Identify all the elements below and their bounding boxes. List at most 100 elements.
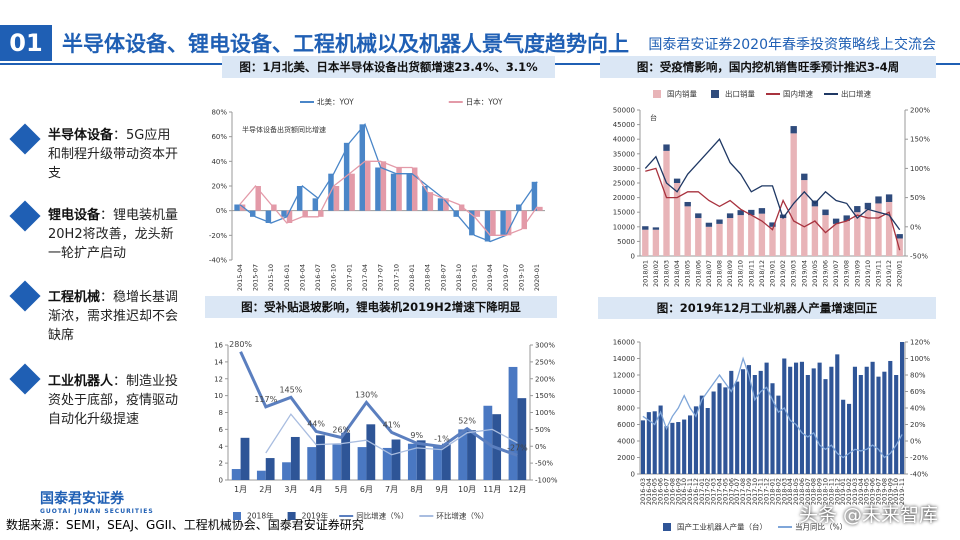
y2-tick-label: 0% (910, 438, 921, 446)
chart-title-box (600, 56, 936, 78)
x-tick-label: 2019/08 (843, 260, 851, 287)
y2-tick-label: 200% (910, 107, 930, 115)
chart-title: 图：受疫情影响，国内挖机销售旺季预计推迟3-4周 (637, 60, 899, 74)
bar (531, 181, 538, 211)
bar (888, 360, 893, 474)
bar (817, 362, 822, 474)
bar (359, 124, 366, 211)
x-tick-label: 4月 (310, 485, 323, 494)
x-tick-label: 2018/02 (652, 260, 660, 287)
x-tick-label: 2018-12 (833, 478, 841, 505)
bar (433, 445, 442, 480)
bar (365, 161, 371, 211)
x-tick-label: 2015-10 (267, 264, 275, 291)
x-tick-label: 2019-01 (471, 264, 479, 291)
legend-label: 北美：YOY (317, 97, 354, 107)
data-label: -27% (507, 443, 528, 452)
bar (682, 419, 687, 474)
x-tick-label: 2019-10 (892, 478, 900, 505)
x-tick-label: 2018-11 (827, 478, 835, 505)
x-tick-label: 2019/09 (853, 260, 861, 287)
y2-tick-label: 100% (535, 409, 555, 417)
legend-label: 当月同比（%） (795, 522, 847, 532)
x-tick-label: 5月 (335, 485, 348, 494)
bar (858, 375, 863, 474)
y-tick-label: 25000 (613, 180, 635, 188)
bar (758, 213, 766, 256)
bar (231, 469, 241, 480)
x-tick-label: 2017-09 (745, 478, 753, 505)
bar (307, 447, 317, 480)
bar (876, 376, 881, 474)
bar (349, 173, 355, 211)
legend-label: 出口销量 (725, 89, 755, 99)
x-tick-label: 2018/04 (673, 260, 681, 287)
y-tick-label: 0 (631, 253, 635, 261)
bar (717, 383, 722, 474)
line (239, 160, 538, 236)
x-tick-label: 2018-10 (455, 264, 463, 291)
bullet: 半导体设备：5G应用和制程升级带动资本开支 (48, 126, 183, 183)
x-tick-label: 2018-01 (769, 478, 777, 505)
y-tick-label: 10 (214, 392, 223, 400)
bar (758, 208, 766, 214)
x-tick-label: 2016-09 (674, 478, 682, 505)
bar (249, 210, 256, 217)
y-tick-label: 16 (214, 342, 223, 350)
x-tick-label: 2018-05 (792, 478, 800, 505)
bar (864, 209, 872, 256)
bar (695, 218, 702, 256)
bar (758, 370, 763, 474)
y-tick-label: 35000 (613, 150, 635, 158)
x-tick-label: 2018/10 (737, 260, 745, 287)
data-label: 44% (307, 419, 325, 428)
bullet-head: 工程机械 (48, 290, 101, 305)
x-tick-label: 2019-11 (898, 478, 906, 505)
x-tick-label: 6月 (360, 485, 373, 494)
bar (801, 180, 808, 256)
bar (333, 186, 340, 211)
bar (508, 366, 518, 480)
bar (441, 443, 451, 480)
x-tick-label: 2016-10 (680, 478, 688, 505)
bar (312, 198, 319, 211)
x-tick-label: 2018-09 (816, 478, 824, 505)
annotation: 台 (650, 113, 657, 122)
x-tick-label: 2019-06 (869, 478, 877, 505)
y-tick-label: 0 (219, 477, 223, 485)
bar (265, 458, 275, 480)
y2-tick-label: 250% (535, 358, 555, 366)
x-tick-label: 2016-06 (657, 478, 665, 505)
bar (234, 204, 240, 211)
x-tick-label: 2019-02 (845, 478, 853, 505)
bar (239, 204, 246, 211)
x-tick-label: 2017-04 (361, 264, 369, 291)
x-tick-label: 2019-10 (518, 264, 526, 291)
y-tick-label: 14 (214, 358, 223, 366)
x-tick-label: 2019/11 (875, 260, 883, 287)
legend-swatch (653, 90, 661, 98)
bar (896, 234, 903, 239)
bar (885, 201, 893, 256)
bar (341, 432, 351, 480)
bar (642, 226, 649, 230)
y-tick-label: -40% (209, 257, 227, 265)
y-tick-label: 10000 (613, 223, 635, 231)
bar (255, 186, 261, 211)
bar (852, 366, 858, 474)
bar (517, 398, 527, 480)
bar (652, 411, 657, 474)
bar (687, 415, 693, 474)
legend-label: 2018年 (247, 511, 274, 521)
x-tick-label: 7月 (385, 485, 398, 494)
bar (240, 437, 250, 480)
x-tick-label: 2019/04 (800, 260, 808, 287)
bar (885, 194, 893, 202)
bar (864, 202, 872, 210)
y2-tick-label: 100% (910, 355, 930, 363)
bar (776, 395, 781, 474)
bullet: 工业机器人：制造业投资处于底部，疫情驱动自动化升级提速 (48, 372, 183, 429)
logo-name: 国泰君安证券 (40, 491, 124, 507)
x-tick-label: 2017-07 (377, 264, 385, 291)
